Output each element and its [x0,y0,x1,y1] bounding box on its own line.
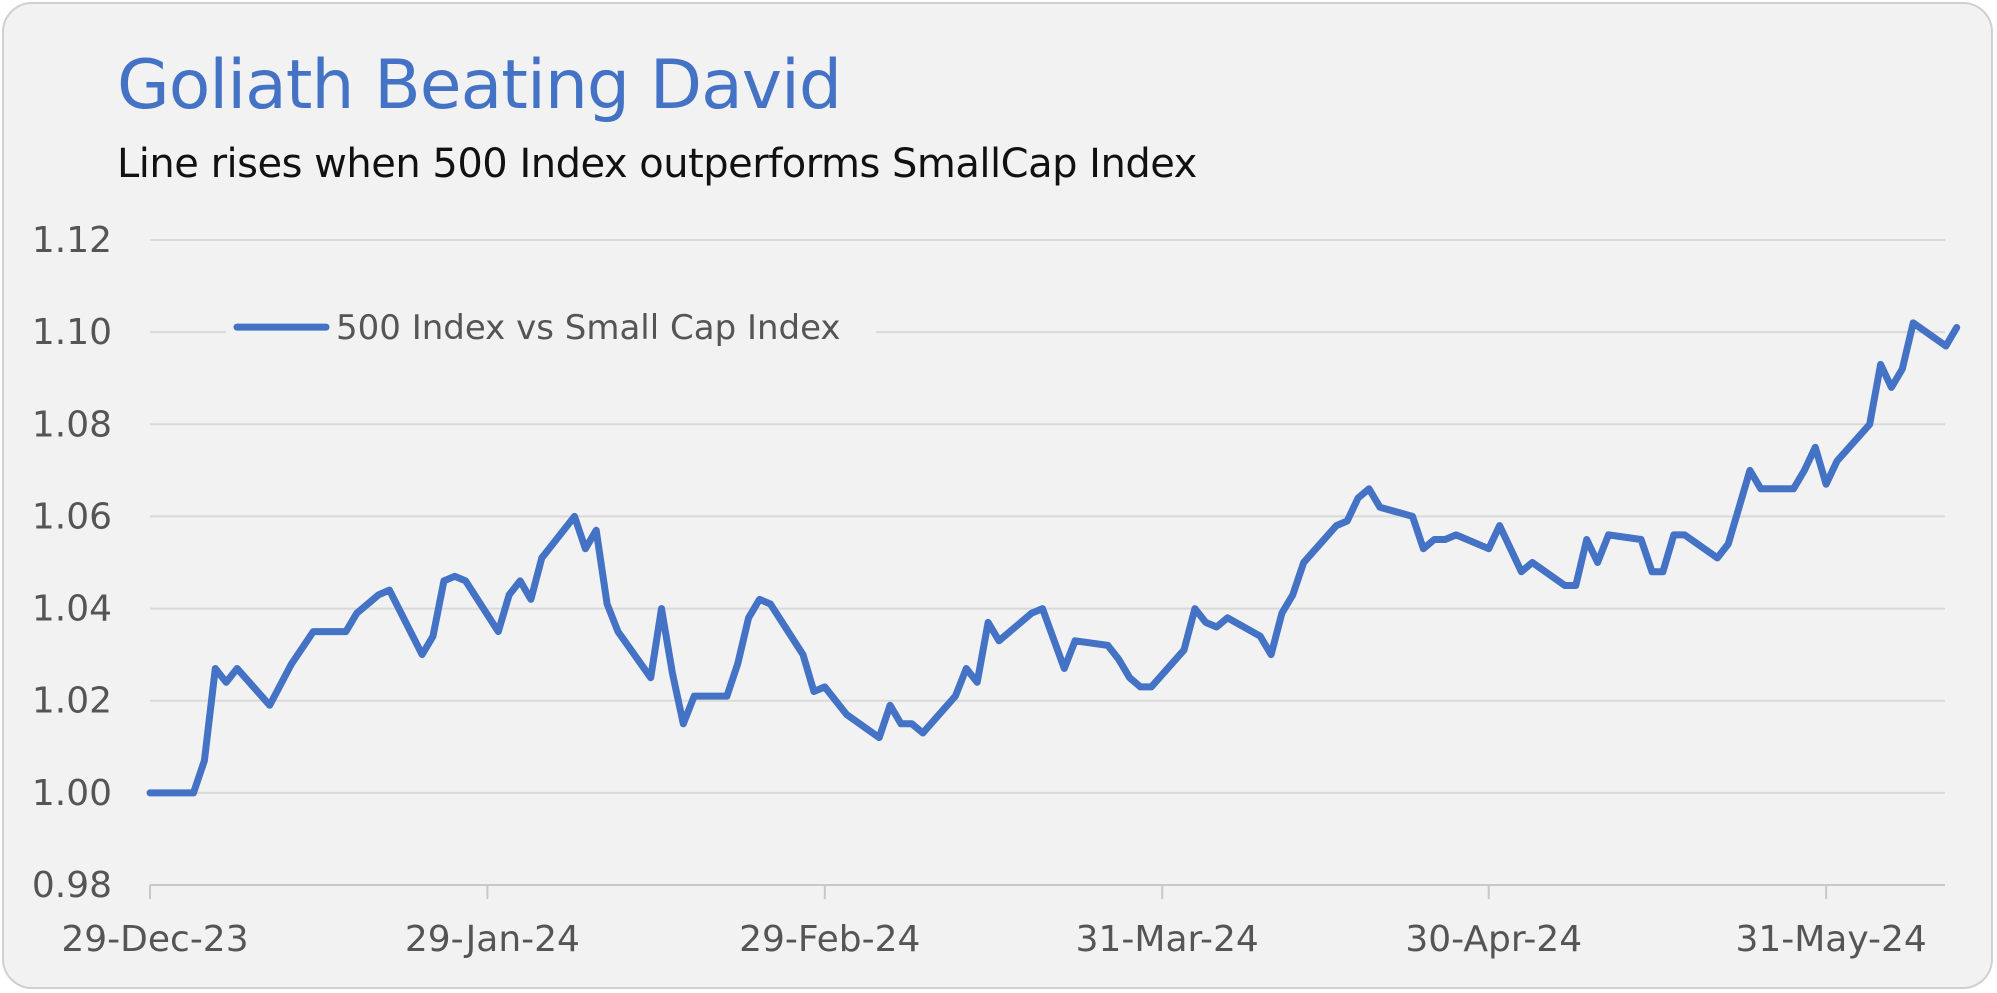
y-tick-label: 1.06 [32,496,112,537]
x-tick-label: 31-May-24 [1735,919,1926,960]
y-tick-label: 1.00 [32,773,112,814]
x-tick-label: 31-Mar-24 [1076,919,1259,960]
series-lines [146,319,1961,797]
chart-subtitle: Line rises when 500 Index outperforms Sm… [117,141,1197,187]
y-tick-label: 1.04 [32,589,112,630]
legend: 500 Index vs Small Cap Index [226,308,876,353]
y-tick-label: 1.08 [32,404,112,445]
series-line [146,319,1961,797]
x-tick-label: 29-Feb-24 [739,919,920,960]
x-axis-tick-labels: 29-Dec-23 29-Jan-24 29-Feb-24 31-Mar-24 30-A… [61,919,1926,960]
y-tick-label: 1.12 [32,220,112,261]
legend-label: 500 Index vs Small Cap Index [336,308,841,348]
x-tick-label: 30-Apr-24 [1405,919,1582,960]
y-axis-tick-labels: 0.98 1.00 1.02 1.04 1.06 1.08 1.10 1.12 [32,220,112,906]
x-axis [149,885,1828,899]
x-tick-label: 29-Dec-23 [61,919,248,960]
chart-title: Goliath Beating David [117,46,842,125]
y-tick-label: 1.10 [32,312,112,353]
legend-background [226,312,876,353]
y-tick-label: 1.02 [32,681,112,722]
x-tick-label: 29-Jan-24 [405,919,580,960]
y-tick-label: 0.98 [32,865,112,906]
